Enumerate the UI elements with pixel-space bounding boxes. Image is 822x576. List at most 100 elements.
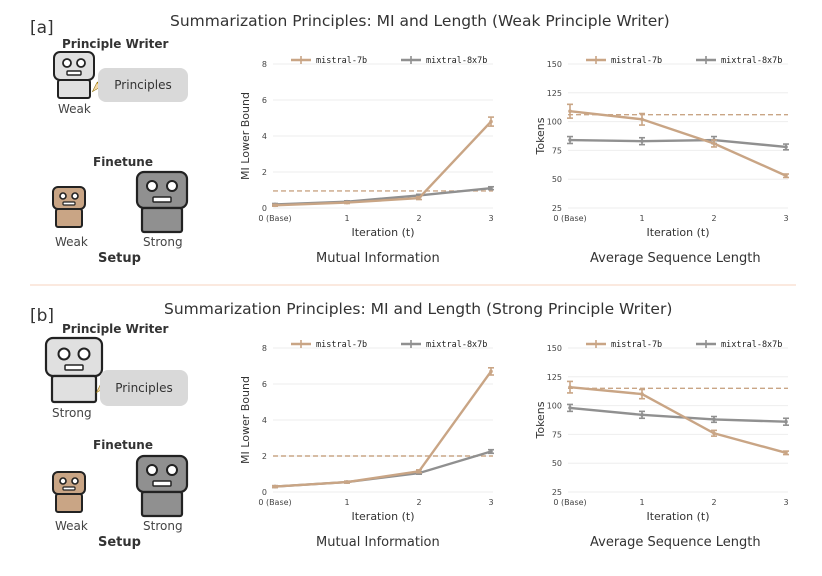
y-tick-label: 25 [552, 204, 562, 213]
legend-entry: mixtral-8x7b [426, 340, 487, 350]
series-line-mixtral-8x7b [569, 138, 787, 149]
y-tick-label: 100 [547, 402, 562, 411]
x-tick-label: 1 [344, 214, 349, 223]
robot-icon [52, 186, 86, 228]
writer-strength: Weak [58, 102, 91, 116]
chart-caption: Mutual Information [316, 535, 440, 550]
x-tick-label: 1 [639, 498, 644, 507]
writer-strength: Strong [52, 406, 92, 420]
x-tick-label: 2 [711, 498, 716, 507]
legend-entry: mistral-7b [611, 340, 662, 350]
strong-label: Strong [143, 519, 183, 533]
series-line-mixtral-8x7b [274, 450, 492, 488]
y-axis-label: Tokens [534, 401, 547, 439]
robot-icon [135, 170, 189, 234]
x-tick-label: 1 [639, 214, 644, 223]
legend-entry: mistral-7b [611, 56, 662, 66]
section-divider [30, 284, 796, 286]
y-tick-label: 2 [262, 168, 267, 177]
chart-caption: Average Sequence Length [590, 251, 761, 266]
legend-entry: mixtral-8x7b [721, 56, 782, 66]
chart-caption: Mutual Information [316, 251, 440, 266]
robot-icon [53, 51, 95, 99]
x-tick-label: 2 [711, 214, 716, 223]
y-tick-label: 100 [547, 118, 562, 127]
x-tick-label: 0 (Base) [258, 498, 291, 507]
y-tick-label: 125 [547, 373, 562, 382]
x-tick-label: 2 [416, 214, 421, 223]
y-tick-label: 50 [552, 175, 562, 184]
x-axis-label: Iteration (t) [351, 226, 414, 239]
data-point [345, 200, 349, 205]
data-point [640, 117, 644, 122]
x-tick-label: 3 [783, 498, 788, 507]
y-tick-label: 25 [552, 488, 562, 497]
y-tick-label: 0 [262, 204, 267, 213]
x-tick-label: 3 [488, 214, 493, 223]
writer-label: Principle Writer [62, 322, 169, 336]
data-point [784, 419, 788, 424]
x-tick-label: 0 (Base) [258, 214, 291, 223]
writer-label: Principle Writer [62, 37, 169, 51]
series-line-mistral-7b [569, 110, 787, 177]
panel-title: Summarization Principles: MI and Length … [170, 12, 670, 30]
series-line-mistral-7b [274, 120, 492, 207]
panel-tag: [b] [30, 306, 55, 326]
weak-label: Weak [55, 519, 88, 533]
legend-entry: mixtral-8x7b [721, 340, 782, 350]
data-point [712, 417, 716, 422]
data-point [784, 173, 788, 178]
data-point [712, 141, 716, 146]
principles-box: Principles [98, 68, 188, 102]
data-point [489, 186, 493, 190]
x-tick-label: 3 [488, 498, 493, 507]
y-tick-label: 4 [262, 132, 267, 141]
legend-entry: mixtral-8x7b [426, 56, 487, 66]
finetune-label: Finetune [93, 438, 153, 452]
y-tick-label: 6 [262, 380, 267, 389]
data-point [489, 119, 493, 124]
x-axis-label: Iteration (t) [351, 510, 414, 523]
finetune-label: Finetune [93, 155, 153, 169]
data-point [568, 138, 572, 142]
y-tick-label: 75 [552, 146, 562, 155]
data-point [640, 413, 644, 417]
principles-box: Principles [100, 370, 188, 406]
data-point [417, 469, 421, 474]
y-tick-label: 75 [552, 430, 562, 439]
x-axis-label: Iteration (t) [646, 226, 709, 239]
setup-caption: Setup [98, 251, 141, 266]
x-tick-label: 0 (Base) [553, 498, 586, 507]
data-point [489, 369, 493, 374]
legend-entry: mistral-7b [316, 340, 367, 350]
robot-icon [52, 471, 86, 513]
data-point [568, 406, 572, 410]
series-line-mixtral-8x7b [569, 406, 787, 423]
x-tick-label: 0 (Base) [553, 214, 586, 223]
y-tick-label: 0 [262, 488, 267, 497]
robot-icon [44, 336, 104, 404]
y-axis-label: MI Lower Bound [239, 92, 252, 180]
data-point [784, 451, 788, 455]
data-point [273, 484, 277, 489]
y-tick-label: 2 [262, 452, 267, 461]
series-line-mistral-7b [274, 370, 492, 488]
data-point [568, 385, 572, 389]
data-point [712, 431, 716, 436]
data-point [273, 203, 277, 208]
strong-label: Strong [143, 235, 183, 249]
chart-caption: Average Sequence Length [590, 535, 761, 550]
panel-tag: [a] [30, 18, 54, 38]
data-point [640, 139, 644, 143]
series-line-mistral-7b [569, 385, 787, 454]
data-point [417, 196, 421, 200]
y-tick-label: 8 [262, 344, 267, 353]
y-tick-label: 150 [547, 60, 562, 69]
legend-entry: mistral-7b [316, 56, 367, 66]
data-point [345, 480, 349, 484]
x-tick-label: 3 [783, 214, 788, 223]
data-point [640, 392, 644, 396]
data-point [489, 449, 493, 454]
length-chart-a: 25 50 75 100 125 150 0 (Base) 1 2 3 Iteration (t) T… [534, 56, 789, 239]
y-axis-label: MI Lower Bound [239, 376, 252, 464]
